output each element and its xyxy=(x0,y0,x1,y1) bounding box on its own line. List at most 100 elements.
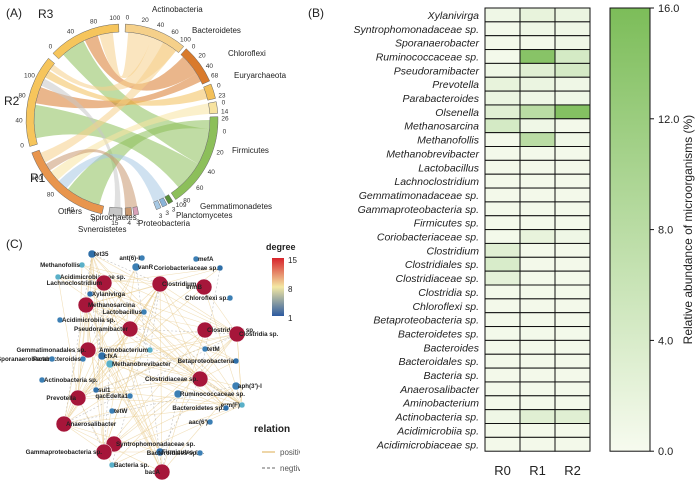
network-edge xyxy=(161,393,179,473)
label-bacteroidetes: Bacteroidetes xyxy=(192,26,241,35)
heatmap-cell xyxy=(519,284,556,300)
row-label: Xylanivirga xyxy=(427,10,480,22)
network-edge xyxy=(101,355,163,473)
heatmap-cell xyxy=(519,7,556,23)
node-label: Sporanaerobacter xyxy=(0,356,51,363)
colorbar-tick-label: 8.0 xyxy=(658,225,673,237)
heatmap-cell xyxy=(554,49,591,64)
relation-legend: relation positiv negtiv xyxy=(254,424,300,473)
network-edge xyxy=(159,283,243,406)
heatmap-cell xyxy=(519,298,556,314)
network-edge xyxy=(63,355,103,425)
network-edge xyxy=(111,404,243,466)
colorbar-tick-label: 12.0 xyxy=(658,114,679,126)
network-node xyxy=(146,346,154,354)
tick-label: 80 xyxy=(183,198,191,205)
heatmap-cell xyxy=(519,173,556,189)
network-edge xyxy=(91,253,243,406)
heatmap-cell xyxy=(554,7,591,23)
network-node xyxy=(153,463,171,481)
node-label: Bacteroidetes sp. xyxy=(172,405,224,412)
node-label: Aminobacterium xyxy=(99,347,148,354)
heatmap-cell xyxy=(519,326,556,341)
heatmap-cell xyxy=(484,49,521,64)
colorbar xyxy=(609,7,651,452)
network-edge xyxy=(63,329,206,425)
network-edge xyxy=(101,355,201,380)
heatmap-cell xyxy=(484,90,521,106)
network-edge xyxy=(101,355,105,453)
node-label: tetM xyxy=(207,346,220,353)
tick-label: 0 xyxy=(126,15,130,22)
node-label: aph(3')-I xyxy=(238,383,262,390)
heatmap-cell xyxy=(554,90,591,106)
node-label: Methanosarcina xyxy=(88,302,136,309)
heatmap-cell xyxy=(554,367,591,383)
colorbar-tick-label: 0.0 xyxy=(658,446,673,458)
colorbar-tick-label: 4.0 xyxy=(658,335,673,347)
network-edge xyxy=(103,282,237,362)
heatmap-cell xyxy=(554,187,591,203)
node-label: Coriobacteriaceae sp. xyxy=(154,265,219,272)
node-label: Clostridia sp. xyxy=(239,331,278,338)
heatmap-cell xyxy=(554,159,591,175)
heatmap-cell xyxy=(554,104,591,120)
network-node xyxy=(95,443,113,461)
tick-label: 20 xyxy=(198,53,206,60)
row-label: Clostridium xyxy=(426,245,479,257)
network-edge xyxy=(109,363,243,406)
network-node xyxy=(86,290,94,298)
network-node xyxy=(173,389,183,399)
network-node xyxy=(79,341,97,359)
heatmap-cell xyxy=(554,118,591,134)
network-node xyxy=(77,296,95,314)
network-node xyxy=(108,461,116,469)
row-label: Acidimicrobiia sp. xyxy=(396,425,479,437)
network-edge xyxy=(85,304,131,330)
network-edge xyxy=(103,267,221,284)
network-edge xyxy=(85,304,103,357)
network-edge xyxy=(161,329,206,473)
label-gemmatimonadetes: Gemmatimonadetes xyxy=(200,202,272,211)
row-label: Bacteroidetes sp. xyxy=(398,328,479,340)
network-edge xyxy=(87,349,237,387)
network-edge xyxy=(63,304,87,425)
label-others: Others xyxy=(58,207,82,216)
tick-label: 0 xyxy=(92,217,96,224)
node-label: Firmicutes sp. xyxy=(162,449,204,456)
network-edge xyxy=(203,286,238,335)
heatmap-cell xyxy=(484,256,521,272)
node-label: Parabacteroides xyxy=(33,356,82,363)
network-node xyxy=(201,345,209,353)
heatmap-cell xyxy=(554,381,591,397)
panel-label-b: (B) xyxy=(308,6,324,20)
network-node xyxy=(238,401,246,409)
label-firmicutes: Firmicutes xyxy=(232,146,269,155)
node-label: Lachnoclostridium xyxy=(47,280,103,287)
node-label: Bacteroidales sp. xyxy=(147,450,199,457)
heatmap-cell xyxy=(554,229,591,244)
node-label: Bacteria sp. xyxy=(114,462,149,469)
node-label: Chloroflexi sp. xyxy=(185,295,228,302)
negative-label: negtiv xyxy=(280,464,300,473)
network-node xyxy=(38,376,46,384)
heatmap-cell xyxy=(484,312,521,328)
heatmap-cell xyxy=(519,215,556,231)
tick-label: 0 xyxy=(223,128,227,135)
tick-label: 23 xyxy=(218,93,226,100)
node-label: Ruminococcaceae sp. xyxy=(180,391,245,398)
label-synergistetes: Synergistetes xyxy=(78,225,126,232)
heatmap-cell xyxy=(554,284,591,300)
node-label: Xylanivirga xyxy=(92,291,126,298)
network-node xyxy=(231,381,241,391)
heatmap-cell xyxy=(484,132,521,147)
tick-label: 80 xyxy=(47,192,55,199)
segment-synergistetes xyxy=(132,206,139,216)
label-spirochaetes: Spirochaetes xyxy=(90,213,137,222)
network-edge xyxy=(81,264,161,285)
chord-R1-Euryarchaeota xyxy=(50,103,210,181)
network-edge xyxy=(103,333,238,453)
heatmap-cell xyxy=(484,229,521,244)
colorbar-tick-label: 16.0 xyxy=(658,3,679,15)
